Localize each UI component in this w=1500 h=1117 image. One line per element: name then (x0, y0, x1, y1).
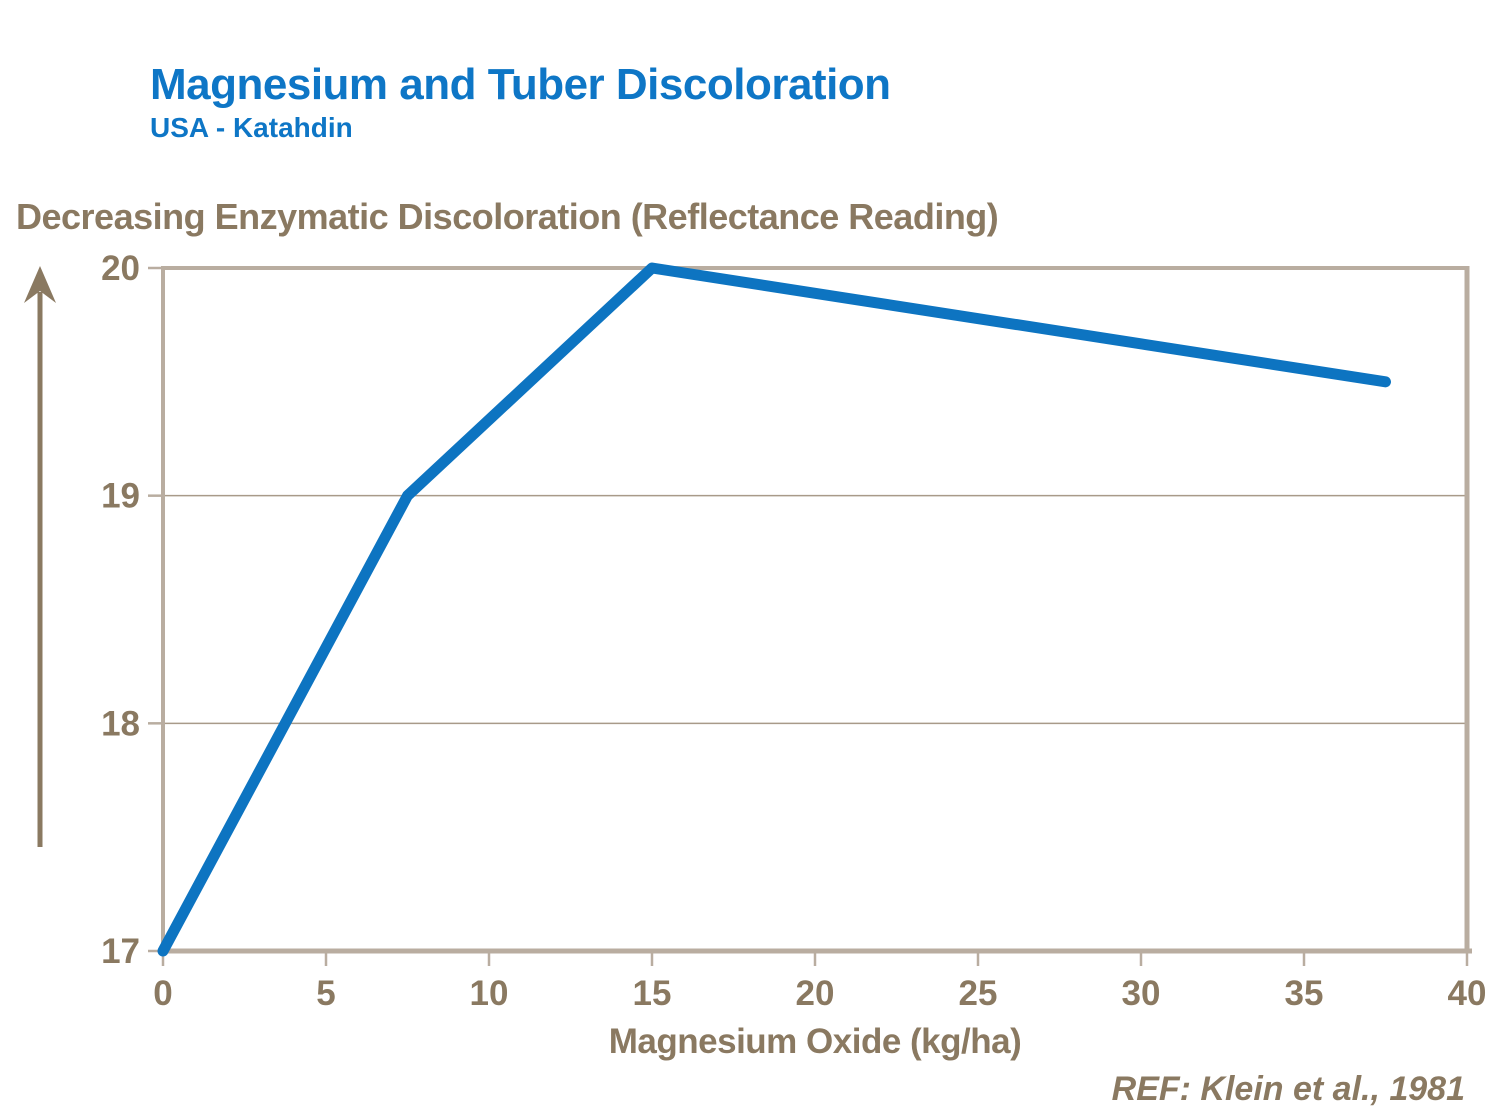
y-tick-label: 20 (101, 249, 140, 288)
page-title: Magnesium and Tuber Discoloration (150, 60, 891, 109)
y-tick-label: 17 (101, 932, 140, 971)
y-axis-title: Decreasing Enzymatic Discoloration (Refl… (16, 196, 999, 237)
x-tick-label: 30 (1122, 974, 1161, 1013)
page-subtitle: USA - Katahdin (150, 112, 353, 143)
x-tick-label: 25 (959, 974, 998, 1013)
reference-citation: REF: Klein et al., 1981 (1111, 1070, 1465, 1108)
data-line-reflectance (157, 262, 1391, 957)
x-tick-label: 15 (633, 974, 672, 1013)
x-tick-label: 10 (470, 974, 509, 1013)
x-axis-title: Magnesium Oxide (kg/ha) (608, 1022, 1022, 1061)
x-tick-label: 20 (796, 974, 835, 1013)
x-tick-label: 40 (1448, 974, 1487, 1013)
y-tick-label: 19 (101, 477, 140, 516)
y-tick-label: 18 (101, 704, 140, 743)
x-tick-label: 5 (316, 974, 335, 1013)
x-tick-label: 0 (153, 974, 172, 1013)
x-tick-label: 35 (1285, 974, 1324, 1013)
up-arrow-head (24, 266, 56, 303)
